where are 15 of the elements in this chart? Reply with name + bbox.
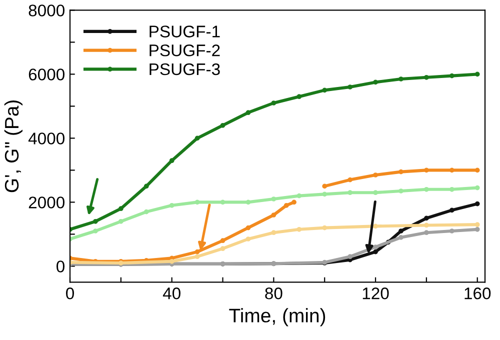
y-tick-label: 0 — [56, 260, 64, 272]
x-axis-title: Time, (min) — [229, 308, 326, 326]
x-tick-label: 120 — [362, 288, 389, 300]
y-tick-label: 2000 — [28, 196, 64, 208]
legend-label: PSUGF-3 — [150, 63, 220, 76]
x-tick-label: 160 — [464, 288, 491, 300]
y-tick-label: 8000 — [28, 4, 64, 16]
y-tick-label: 6000 — [28, 68, 64, 80]
x-tick-label: 40 — [162, 288, 180, 300]
x-tick-label: 80 — [265, 288, 282, 300]
legend-label: PSUGF-2 — [150, 44, 220, 56]
x-tick-label: 0 — [66, 288, 74, 300]
y-axis-title: G', G" (Pa) — [4, 100, 22, 192]
legend-label: PSUGF-1 — [150, 26, 220, 38]
y-tick-label: 4000 — [28, 132, 64, 144]
